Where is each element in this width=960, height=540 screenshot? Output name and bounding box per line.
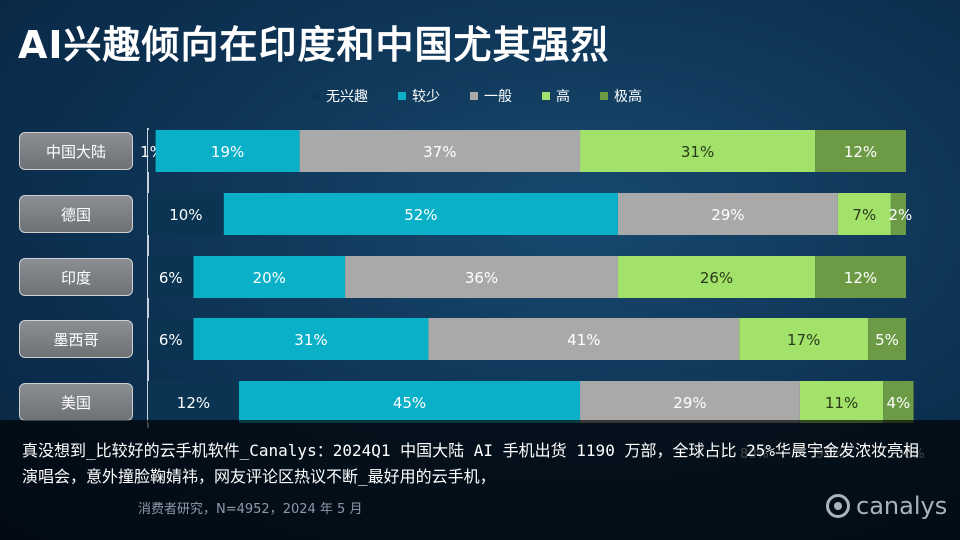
- bar-segment: [148, 381, 239, 423]
- bar-segment: [193, 318, 429, 360]
- bar-segment: [617, 193, 838, 235]
- legend-item-2: 一般: [470, 86, 512, 106]
- data-label: 2%: [889, 206, 913, 224]
- legend-item-3: 高: [542, 86, 570, 106]
- bar-segment: [223, 193, 618, 235]
- legend: 无兴趣 较少 一般 高 极高: [312, 86, 642, 106]
- data-label: 20%: [253, 269, 286, 287]
- canalys-logo-icon: [826, 494, 850, 518]
- logo-text: canalys: [856, 492, 948, 520]
- source-note: 消费者研究，N=4952，2024 年 5 月: [138, 502, 363, 517]
- category-label: 墨西哥: [19, 320, 133, 358]
- bar-segment: [148, 193, 224, 235]
- data-label: 12%: [177, 394, 210, 412]
- bar-segment: [837, 193, 891, 235]
- bar-segment: [883, 381, 914, 423]
- caption-overlay: [0, 420, 960, 540]
- canalys-logo: canalys: [826, 492, 947, 520]
- data-label: 11%: [825, 394, 858, 412]
- data-label: 6%: [159, 269, 183, 287]
- bar-segment: [739, 318, 869, 360]
- bar-segment: [617, 256, 816, 298]
- data-label: 41%: [567, 331, 600, 349]
- bar-segment: [815, 256, 906, 298]
- bar-segment: [155, 130, 300, 172]
- data-label: 29%: [673, 394, 706, 412]
- category-label: 中国大陆: [19, 132, 133, 170]
- data-label: 10%: [169, 206, 202, 224]
- legend-label: 极高: [614, 89, 642, 105]
- bar-segment: [799, 381, 884, 423]
- data-label: 12%: [844, 143, 877, 161]
- legend-swatch: [542, 92, 550, 100]
- legend-swatch: [312, 92, 320, 100]
- bar-segment: [815, 130, 906, 172]
- bar-segment: [890, 193, 906, 235]
- bar-segment: [345, 256, 618, 298]
- legend-label: 无兴趣: [326, 89, 368, 105]
- data-label: 31%: [681, 143, 714, 161]
- legend-item-0: 无兴趣: [312, 86, 368, 106]
- bar-segment: [148, 130, 156, 172]
- bar-segment: [580, 381, 800, 423]
- bar-segment: [148, 318, 194, 360]
- legend-swatch: [398, 92, 406, 100]
- data-label: 31%: [294, 331, 327, 349]
- data-label: 4%: [887, 394, 911, 412]
- data-label: 7%: [852, 206, 876, 224]
- legend-swatch: [600, 92, 608, 100]
- legend-label: 一般: [484, 89, 512, 105]
- legend-label: 高: [556, 89, 570, 105]
- bar-segment: [193, 256, 346, 298]
- category-label: 印度: [19, 258, 133, 296]
- caption-text: 真没想到_比较好的云手机软件_Canalys：2024Q1 中国大陆 AI 手机…: [22, 441, 919, 486]
- bar-segment: [580, 130, 816, 172]
- bar-segment: [428, 318, 740, 360]
- data-label: 6%: [159, 331, 183, 349]
- legend-item-4: 极高: [600, 86, 642, 106]
- data-label: 45%: [393, 394, 426, 412]
- category-label: 美国: [19, 383, 133, 421]
- legend-swatch: [470, 92, 478, 100]
- data-label: 52%: [404, 206, 437, 224]
- bar-segment: [299, 130, 581, 172]
- data-label: 26%: [700, 269, 733, 287]
- data-label: 5%: [875, 331, 899, 349]
- bar-segment: [868, 318, 906, 360]
- data-label: 36%: [465, 269, 498, 287]
- legend-item-1: 较少: [398, 86, 440, 106]
- data-label: 19%: [211, 143, 244, 161]
- bar-segment: [238, 381, 581, 423]
- category-label: 德国: [19, 195, 133, 233]
- data-label: 12%: [844, 269, 877, 287]
- chart-title: AI兴趣倾向在印度和中国尤其强烈: [18, 23, 610, 67]
- category-axis-line: [147, 128, 149, 428]
- data-label: 29%: [711, 206, 744, 224]
- bar-segment: [148, 256, 194, 298]
- data-label: 37%: [423, 143, 456, 161]
- data-label: 17%: [787, 331, 820, 349]
- legend-label: 较少: [412, 89, 440, 105]
